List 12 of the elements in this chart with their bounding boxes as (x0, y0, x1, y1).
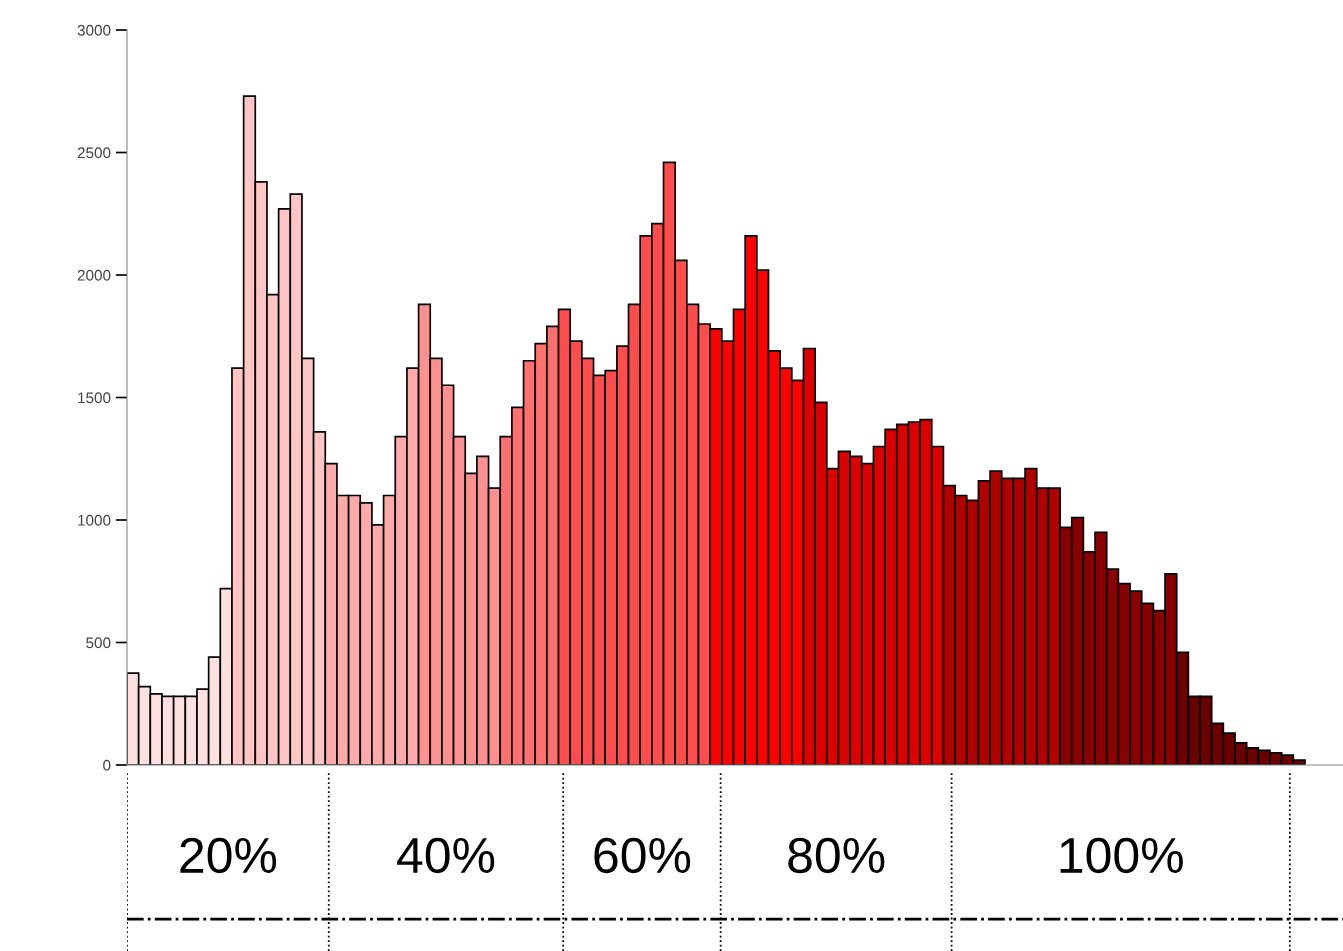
text: 80% (788, 837, 885, 874)
y-tick-label: 1000 (78, 514, 111, 526)
text: 20% (180, 837, 277, 874)
y-tick-label: 3000 (77, 24, 111, 36)
text: 60% (594, 837, 691, 874)
text: 40% (397, 837, 495, 874)
y-tick-label: 2000 (77, 269, 111, 281)
y-tick-label: 0 (103, 759, 111, 771)
y-tick-label: 1500 (78, 392, 111, 404)
text: 100% (1060, 837, 1183, 874)
y-tick-label: 500 (86, 637, 111, 649)
y-tick-label: 2500 (77, 147, 111, 159)
